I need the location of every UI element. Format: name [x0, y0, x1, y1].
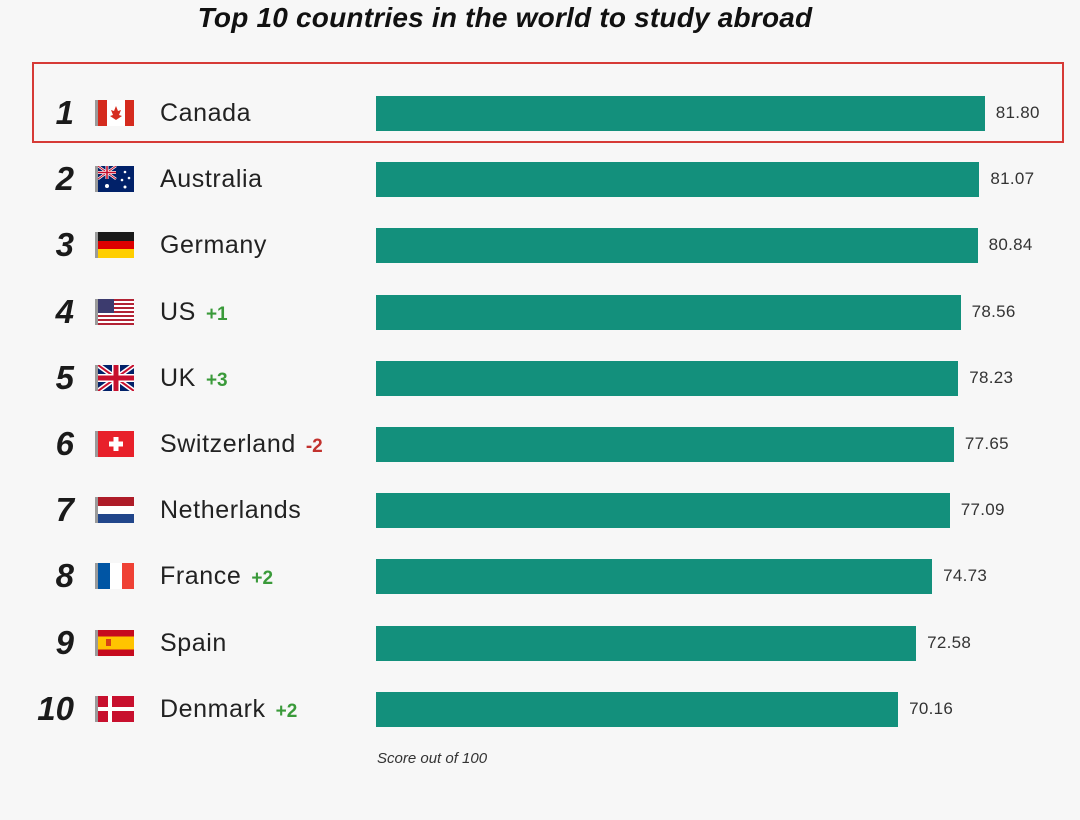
bar	[376, 96, 985, 131]
country-name: France	[160, 562, 242, 591]
country-label: US +1	[160, 279, 228, 345]
rank-label: 6	[55, 425, 74, 462]
country-label: UK +3	[160, 345, 228, 411]
country-name: Denmark	[160, 694, 266, 723]
spain-flag-icon	[95, 629, 134, 656]
bar	[376, 228, 978, 264]
bar	[376, 559, 933, 595]
country-name: Switzerland	[160, 430, 296, 458]
rank-label: 1	[55, 94, 74, 131]
value-label: 81.80	[995, 103, 1040, 122]
country-name: Spain	[160, 628, 227, 657]
table-row: 6 Switzerland -2 77.65	[0, 411, 1080, 477]
rank-label: 2	[55, 160, 74, 198]
france-flag-icon	[95, 563, 134, 590]
rank-label: 9	[55, 623, 74, 661]
rank-change-badge: +1	[205, 303, 228, 325]
value-label: 78.56	[971, 301, 1016, 321]
germany-flag-icon	[95, 232, 134, 259]
table-row: 8 France +2 74.73	[0, 543, 1080, 609]
value-label: 77.65	[964, 434, 1009, 453]
value-label: 81.07	[990, 169, 1035, 189]
country-label: Australia	[160, 146, 263, 212]
country-label: Switzerland -2	[160, 411, 323, 477]
country-name: Netherlands	[160, 496, 302, 525]
bar	[376, 294, 961, 330]
value-label: 77.09	[960, 500, 1005, 520]
country-label: Canada	[160, 80, 251, 146]
bar	[376, 691, 899, 727]
rank-label: 7	[55, 491, 74, 529]
rank-change-badge: +2	[275, 700, 298, 722]
table-row: 10 Denmark +2 70.16	[0, 676, 1080, 742]
rank-label: 8	[55, 557, 74, 595]
australia-flag-icon	[95, 166, 134, 193]
value-label: 78.23	[969, 367, 1014, 387]
country-label: Netherlands	[160, 477, 301, 543]
rank-change-badge: +3	[205, 369, 228, 391]
rank-label: 10	[37, 689, 74, 727]
rank-label: 5	[55, 358, 74, 396]
uk-flag-icon	[95, 364, 134, 391]
table-row: 9 Spain 72.58	[0, 610, 1080, 676]
country-label: Denmark +2	[160, 676, 297, 742]
bar	[376, 493, 950, 529]
bar	[376, 162, 980, 198]
table-row: 7 Netherlands 77.09	[0, 477, 1080, 543]
country-label: Spain	[160, 610, 227, 676]
value-label: 72.58	[927, 632, 972, 652]
table-row: 3 Germany 80.84	[0, 212, 1080, 278]
value-label: 80.84	[988, 235, 1033, 255]
country-name: US	[160, 297, 196, 326]
denmark-flag-icon	[95, 695, 134, 722]
canada-flag-icon	[95, 100, 134, 126]
rank-label: 4	[55, 292, 74, 330]
switzerland-flag-icon	[95, 431, 134, 457]
country-label: France +2	[160, 543, 273, 609]
country-name: UK	[160, 363, 196, 392]
rank-label: 3	[55, 226, 74, 264]
us-flag-icon	[95, 298, 134, 325]
bar	[376, 625, 917, 661]
bar	[376, 427, 954, 462]
value-label: 70.16	[909, 698, 954, 718]
table-row: 5 UK +3 78.23	[0, 345, 1080, 411]
bar	[376, 360, 959, 396]
country-name: Australia	[160, 165, 263, 194]
table-row: 1 Canada 81.80	[0, 80, 1080, 146]
value-label: 74.73	[943, 566, 988, 586]
country-name: Canada	[160, 99, 252, 127]
table-row: 4 US +1 78.56	[0, 279, 1080, 345]
country-name: Germany	[160, 231, 268, 260]
axis-footnote: Score out of 100	[377, 750, 488, 767]
rank-change-badge: -2	[305, 436, 323, 457]
highlight-box	[32, 62, 1064, 143]
table-row: 2 Australia 81.07	[0, 146, 1080, 212]
rank-change-badge: +2	[251, 568, 274, 590]
chart-title: Top 10 countries in the world to study a…	[197, 2, 813, 33]
country-label: Germany	[160, 212, 267, 278]
netherlands-flag-icon	[95, 497, 134, 524]
